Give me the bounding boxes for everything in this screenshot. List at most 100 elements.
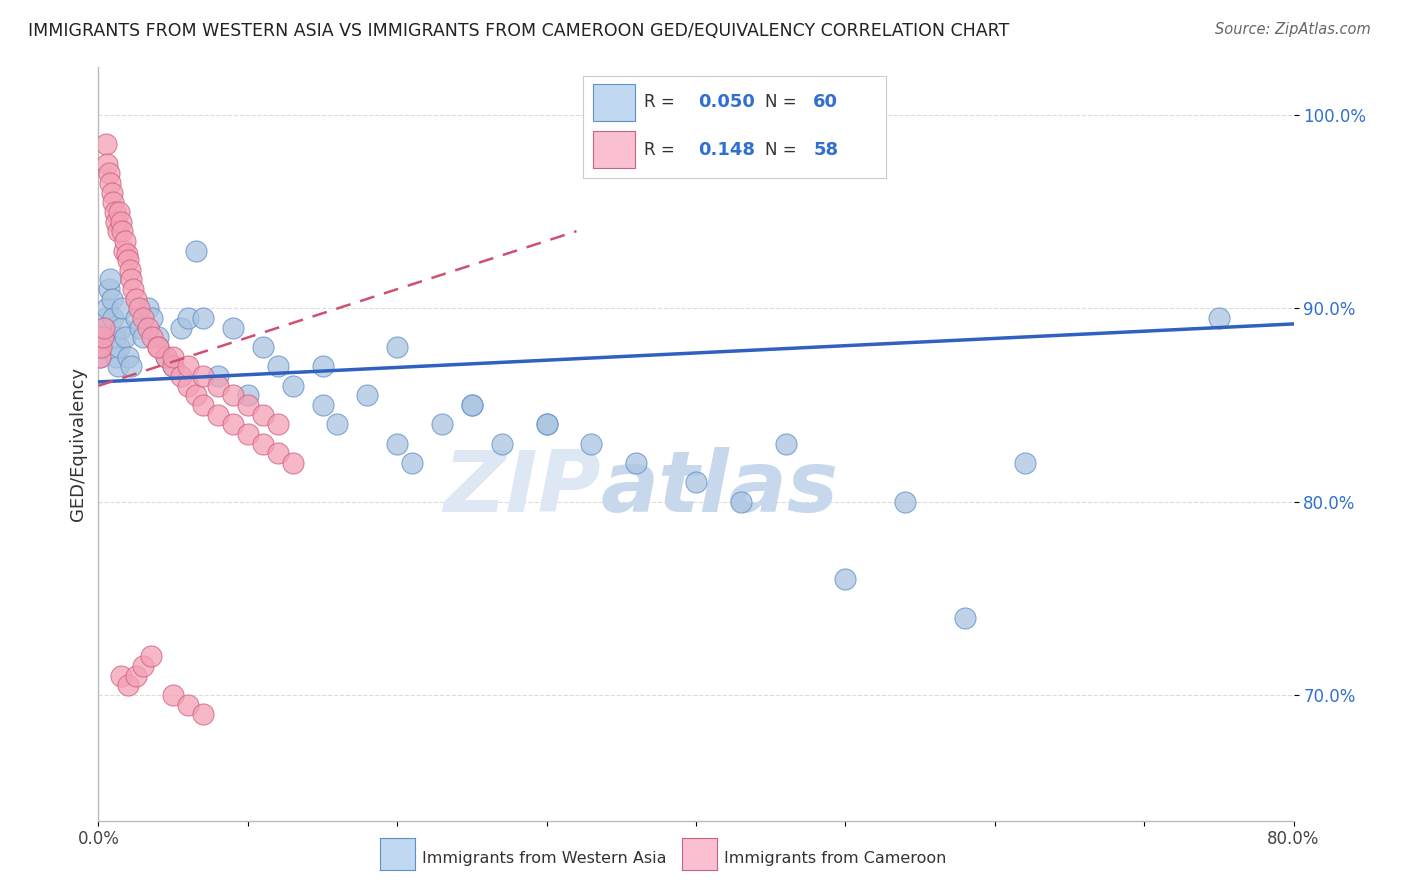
Point	[117, 350, 139, 364]
Point	[91, 330, 114, 344]
Point	[128, 301, 150, 316]
Point	[311, 398, 333, 412]
Text: R =: R =	[644, 94, 681, 112]
Point	[96, 301, 118, 316]
Point	[177, 359, 200, 374]
Point	[326, 417, 349, 432]
Point	[89, 350, 111, 364]
Point	[117, 678, 139, 692]
Point	[120, 272, 142, 286]
Point	[112, 244, 135, 258]
Point	[105, 214, 128, 228]
Point	[91, 330, 114, 344]
Point	[98, 176, 122, 190]
Point	[401, 456, 423, 470]
Point	[222, 320, 245, 334]
Point	[626, 456, 648, 470]
Point	[385, 340, 409, 354]
Point	[94, 311, 117, 326]
Text: IMMIGRANTS FROM WESTERN ASIA VS IMMIGRANTS FROM CAMEROON GED/EQUIVALENCY CORRELA: IMMIGRANTS FROM WESTERN ASIA VS IMMIGRAN…	[28, 22, 1010, 40]
Text: N =: N =	[765, 94, 801, 112]
Point	[132, 311, 155, 326]
Point	[110, 669, 132, 683]
Point	[141, 311, 163, 326]
Point	[222, 417, 245, 432]
Point	[115, 247, 138, 261]
Point	[110, 320, 132, 334]
Point	[581, 436, 603, 450]
Point	[236, 388, 259, 402]
Point	[101, 186, 124, 200]
Point	[97, 166, 120, 180]
Point	[191, 369, 214, 384]
Point	[536, 417, 558, 432]
Point	[267, 446, 290, 460]
Point	[103, 311, 125, 326]
Point	[155, 350, 177, 364]
Point	[834, 572, 856, 586]
Point	[281, 456, 304, 470]
Text: atlas: atlas	[600, 448, 838, 531]
Text: 60: 60	[813, 94, 838, 112]
Text: ZIP: ZIP	[443, 448, 600, 531]
Point	[97, 282, 120, 296]
Point	[191, 311, 214, 326]
Point	[111, 301, 134, 316]
Point	[162, 359, 184, 374]
Point	[90, 340, 112, 354]
Point	[139, 649, 162, 664]
Point	[430, 417, 453, 432]
Point	[136, 320, 159, 334]
Point	[118, 262, 141, 277]
Point	[89, 350, 111, 364]
Point	[132, 659, 155, 673]
Point	[110, 214, 132, 228]
Point	[132, 330, 155, 344]
Point	[236, 427, 259, 442]
Point	[141, 330, 163, 344]
Point	[236, 398, 259, 412]
Text: 0.148: 0.148	[699, 141, 755, 159]
Point	[461, 398, 484, 412]
Point	[104, 330, 127, 344]
Text: Immigrants from Western Asia: Immigrants from Western Asia	[422, 851, 666, 865]
Point	[103, 195, 125, 210]
Point	[93, 320, 115, 334]
Point	[207, 378, 229, 392]
Point	[94, 137, 117, 152]
Bar	[592, 84, 636, 121]
Point	[125, 292, 148, 306]
Point	[105, 350, 128, 364]
Bar	[592, 131, 636, 168]
Point	[191, 707, 214, 722]
Point	[114, 330, 136, 344]
Point	[252, 408, 274, 422]
Point	[162, 350, 184, 364]
Point	[385, 436, 409, 450]
Point	[894, 494, 917, 508]
Text: Immigrants from Cameroon: Immigrants from Cameroon	[724, 851, 946, 865]
Point	[108, 204, 131, 219]
Point	[117, 253, 139, 268]
Point	[101, 292, 124, 306]
Point	[148, 330, 170, 344]
Point	[169, 320, 191, 334]
Point	[536, 417, 558, 432]
Point	[162, 359, 184, 374]
Text: Source: ZipAtlas.com: Source: ZipAtlas.com	[1215, 22, 1371, 37]
Point	[121, 282, 143, 296]
Point	[267, 359, 290, 374]
Point	[107, 359, 129, 374]
Text: N =: N =	[765, 141, 801, 159]
Point	[267, 417, 290, 432]
Point	[90, 340, 112, 354]
Point	[107, 224, 129, 238]
Point	[461, 398, 484, 412]
Text: R =: R =	[644, 141, 681, 159]
Point	[775, 436, 797, 450]
Point	[98, 272, 122, 286]
Point	[730, 494, 752, 508]
Y-axis label: GED/Equivalency: GED/Equivalency	[69, 367, 87, 521]
Point	[311, 359, 333, 374]
Point	[104, 204, 127, 219]
